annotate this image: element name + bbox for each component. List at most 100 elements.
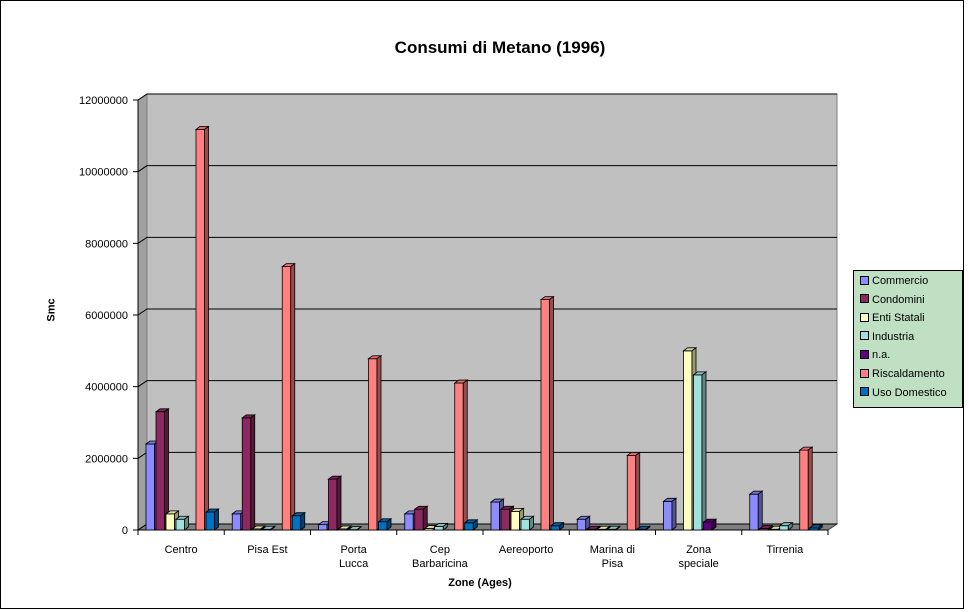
bar-side xyxy=(336,475,342,531)
bar-side xyxy=(787,521,793,531)
x-tick-label: Lucca xyxy=(339,558,369,570)
bar xyxy=(808,524,824,531)
bar-side xyxy=(817,524,823,531)
bar-front xyxy=(205,511,215,531)
bar xyxy=(519,515,535,531)
bar xyxy=(702,518,718,531)
gridline xyxy=(137,308,837,316)
bar xyxy=(606,525,621,531)
bar-front xyxy=(663,500,673,531)
bar-front xyxy=(464,522,474,531)
bar xyxy=(261,525,276,531)
legend-swatch xyxy=(860,331,869,341)
gridline xyxy=(137,236,837,244)
legend-label: Commercio xyxy=(872,275,929,287)
bar xyxy=(433,522,449,531)
bar xyxy=(636,525,651,531)
legend-swatch xyxy=(860,387,869,397)
bar-side xyxy=(204,125,209,531)
x-tick-label: Pisa xyxy=(602,558,624,570)
bar-front xyxy=(404,513,414,531)
bar-side xyxy=(386,517,392,531)
bar-front xyxy=(626,455,637,531)
bar-front xyxy=(693,374,703,531)
y-tick-label: 2000000 xyxy=(85,453,128,465)
bar xyxy=(347,525,363,531)
bar-front xyxy=(703,521,713,531)
x-tick-label: speciale xyxy=(678,558,718,570)
bar xyxy=(241,414,256,531)
bar-front xyxy=(378,521,388,531)
bar-front xyxy=(500,508,510,531)
bar xyxy=(778,521,794,531)
legend-item: n.a. xyxy=(860,348,890,362)
bar xyxy=(626,451,641,531)
legend-item: Enti Statali xyxy=(860,311,925,325)
bar-side xyxy=(635,451,641,531)
bar-front xyxy=(520,518,530,531)
bar-front xyxy=(241,417,252,531)
bar-side xyxy=(164,407,169,531)
bar-front xyxy=(318,524,328,531)
legend-label: Condomini xyxy=(872,293,925,306)
bar-front xyxy=(231,513,242,531)
bar xyxy=(539,295,555,531)
bar-front xyxy=(683,350,693,531)
bar-side xyxy=(529,515,534,531)
legend-swatch xyxy=(860,275,869,285)
bar-front xyxy=(328,478,338,531)
legend-label: Enti Statali xyxy=(872,312,925,325)
bar xyxy=(194,125,210,531)
bar xyxy=(586,525,601,531)
bar-side xyxy=(214,508,219,531)
bar-side xyxy=(472,519,478,531)
bar-side xyxy=(757,490,763,531)
bar-front xyxy=(540,299,550,531)
bar-side xyxy=(376,354,382,531)
gridline xyxy=(137,380,837,388)
bar-front xyxy=(414,508,424,531)
legend-swatch xyxy=(860,294,869,304)
legend-item: Condomini xyxy=(860,293,925,307)
bar-front xyxy=(550,525,560,531)
bar-front xyxy=(155,411,165,531)
bar-side xyxy=(671,497,677,531)
bar-side xyxy=(300,511,306,531)
y-tick-label: 4000000 xyxy=(85,382,128,394)
x-tick-label: Marina di xyxy=(590,544,635,556)
bar-front xyxy=(195,128,205,531)
bar-side xyxy=(184,515,189,531)
legend-label: n.a. xyxy=(872,349,891,362)
y-tick-label: 0 xyxy=(122,525,128,537)
gridline xyxy=(137,165,837,173)
x-tick-label: Cep xyxy=(430,544,450,556)
bar-front xyxy=(510,510,520,531)
bar xyxy=(596,525,611,531)
legend: Commercio Condomini Enti Statali Industria n… xyxy=(853,270,963,408)
legend-item: Commercio xyxy=(860,274,928,288)
bar xyxy=(463,519,479,531)
bar xyxy=(327,475,343,531)
bar xyxy=(291,511,306,531)
bar-side xyxy=(462,379,468,531)
y-tick-label: 12000000 xyxy=(79,95,128,107)
bar-side xyxy=(807,446,813,531)
bar xyxy=(453,379,469,531)
legend-swatch xyxy=(860,312,869,322)
x-tick-label: Zona xyxy=(686,544,712,556)
legend-item: Riscaldamento xyxy=(860,367,945,381)
y-tick-label: 10000000 xyxy=(79,167,128,179)
bar-side xyxy=(290,262,296,531)
bar xyxy=(576,515,591,531)
bar-front xyxy=(165,513,175,531)
bar xyxy=(204,508,220,531)
x-tick-label: Centro xyxy=(165,544,198,556)
legend-swatch xyxy=(860,368,869,378)
bar xyxy=(251,525,266,531)
bar-side xyxy=(422,505,428,531)
legend-item: Industria xyxy=(860,330,914,344)
bar-front xyxy=(281,266,292,531)
bar xyxy=(758,524,774,531)
